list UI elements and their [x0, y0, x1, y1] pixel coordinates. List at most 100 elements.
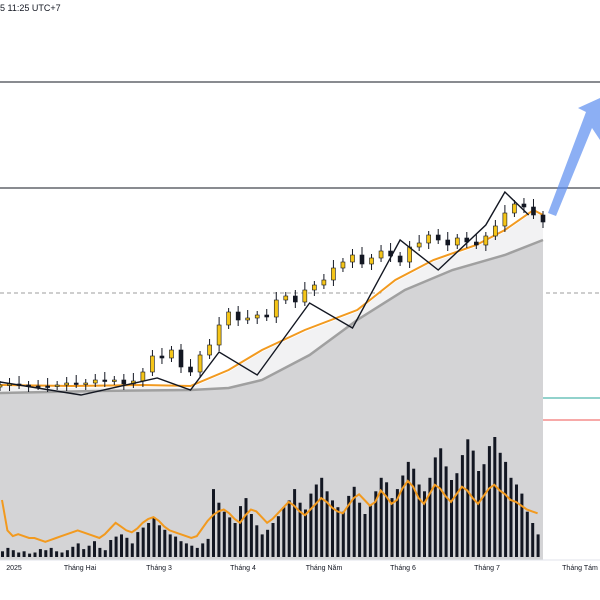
volume-bar-22 [120, 534, 123, 557]
ma-gray-line [0, 238, 544, 395]
volume-bar-89 [482, 464, 486, 557]
volume-bar-11 [60, 552, 64, 557]
volume-bar-30 [163, 529, 167, 557]
candle-body-33 [312, 284, 317, 291]
candle-body-23 [216, 324, 222, 346]
volume-bar-7 [38, 549, 42, 557]
volume-bar-59 [320, 477, 324, 557]
candle-body-30 [283, 295, 289, 301]
volume-oscillator-line [1, 479, 538, 543]
zigzag-line [0, 190, 530, 396]
ma-orange-line [0, 208, 544, 388]
volume-bar-16 [87, 545, 91, 557]
volume-bar-35 [190, 545, 194, 557]
volume-bar-10 [55, 551, 59, 557]
volume-bar-23 [125, 537, 129, 557]
forecast-arrow [548, 98, 600, 216]
candle-body-34 [321, 279, 327, 286]
x-axis-layer: 2025 Tháng Hai Tháng 3 Tháng 4 Tháng Năm Thán… [0, 559, 600, 572]
volume-bar-79 [428, 477, 432, 557]
candle-body-36 [340, 261, 346, 269]
candle-body-24 [226, 311, 231, 326]
volume-bar-70 [379, 477, 383, 557]
volume-bar-63 [341, 511, 345, 557]
volume-bar-5 [28, 553, 32, 557]
volume-bar-15 [82, 549, 86, 557]
volume-bar-78 [423, 491, 426, 557]
x-tick-label-5: Tháng 6 [390, 565, 416, 572]
volume-bar-81 [439, 448, 443, 557]
volume-bar-95 [515, 484, 518, 557]
volume-bar-75 [406, 461, 410, 557]
volume-bar-6 [33, 552, 37, 557]
volume-bar-17 [93, 541, 96, 557]
candle-body-40 [378, 250, 384, 259]
x-tick-label-4: Tháng Năm [306, 565, 343, 572]
volume-bar-85 [460, 455, 464, 557]
candle-body-5 [45, 385, 50, 388]
volume-bar-72 [390, 498, 394, 557]
candle-body-15 [140, 371, 146, 382]
candle-body-10 [92, 379, 98, 384]
volume-bar-34 [184, 543, 188, 557]
volume-bar-62 [336, 507, 340, 557]
candle-body-21 [197, 354, 203, 373]
candle-body-55 [521, 203, 527, 208]
volume-bar-65 [352, 486, 356, 557]
volume-bar-24 [130, 543, 134, 557]
volume-bar-21 [114, 536, 118, 557]
candle-body-32 [302, 289, 308, 303]
volume-bar-54 [293, 489, 297, 557]
candle-body-7 [64, 382, 69, 386]
volume-bar-4 [22, 551, 26, 557]
candle-body-26 [245, 317, 250, 321]
volume-bar-1 [6, 547, 10, 557]
candle-body-52 [493, 225, 498, 237]
x-tick-label-7: Tháng Tám [562, 565, 598, 572]
volume-bar-58 [314, 484, 318, 557]
volume-bar-13 [71, 546, 75, 557]
volume-bar-20 [109, 540, 113, 557]
candle-body-27 [254, 314, 260, 319]
volume-bar-40 [217, 502, 221, 557]
volume-bar-88 [477, 471, 481, 557]
volume-bar-60 [325, 491, 329, 557]
volume-layer [1, 437, 540, 557]
candle-body-11 [102, 379, 108, 382]
x-tick-label-0: 2025 [6, 565, 22, 572]
volume-bar-69 [374, 491, 378, 557]
candle-body-37 [350, 254, 355, 263]
candle-body-22 [207, 344, 212, 356]
x-tick-label-3: Tháng 4 [230, 565, 256, 572]
candle-body-44 [416, 242, 422, 248]
volume-bar-83 [450, 480, 453, 557]
volume-bar-52 [282, 507, 286, 557]
volume-bar-64 [347, 495, 351, 557]
volume-bar-0 [1, 551, 4, 557]
volume-bar-71 [385, 482, 389, 557]
volume-bar-46 [249, 514, 253, 557]
volume-bar-96 [520, 493, 524, 557]
volume-bar-55 [298, 502, 302, 557]
volume-bar-28 [152, 517, 156, 557]
volume-bar-74 [401, 475, 405, 557]
volume-bar-99 [536, 534, 540, 557]
volume-bar-25 [136, 532, 140, 557]
candle-body-53 [502, 212, 508, 227]
volume-bar-97 [525, 511, 529, 557]
volume-bar-3 [17, 552, 21, 557]
candle-body-47 [445, 239, 451, 246]
volume-bar-26 [141, 527, 145, 557]
candle-body-31 [293, 295, 298, 303]
volume-bar-29 [157, 525, 161, 557]
candle-body-29 [273, 299, 279, 318]
volume-bar-53 [287, 500, 291, 557]
volume-bar-12 [65, 550, 69, 557]
volume-bar-98 [531, 523, 535, 557]
volume-bar-61 [331, 500, 334, 557]
candle-body-35 [331, 267, 336, 281]
volume-bar-68 [368, 504, 372, 557]
volume-bar-18 [98, 547, 102, 557]
volume-bar-2 [11, 550, 15, 557]
